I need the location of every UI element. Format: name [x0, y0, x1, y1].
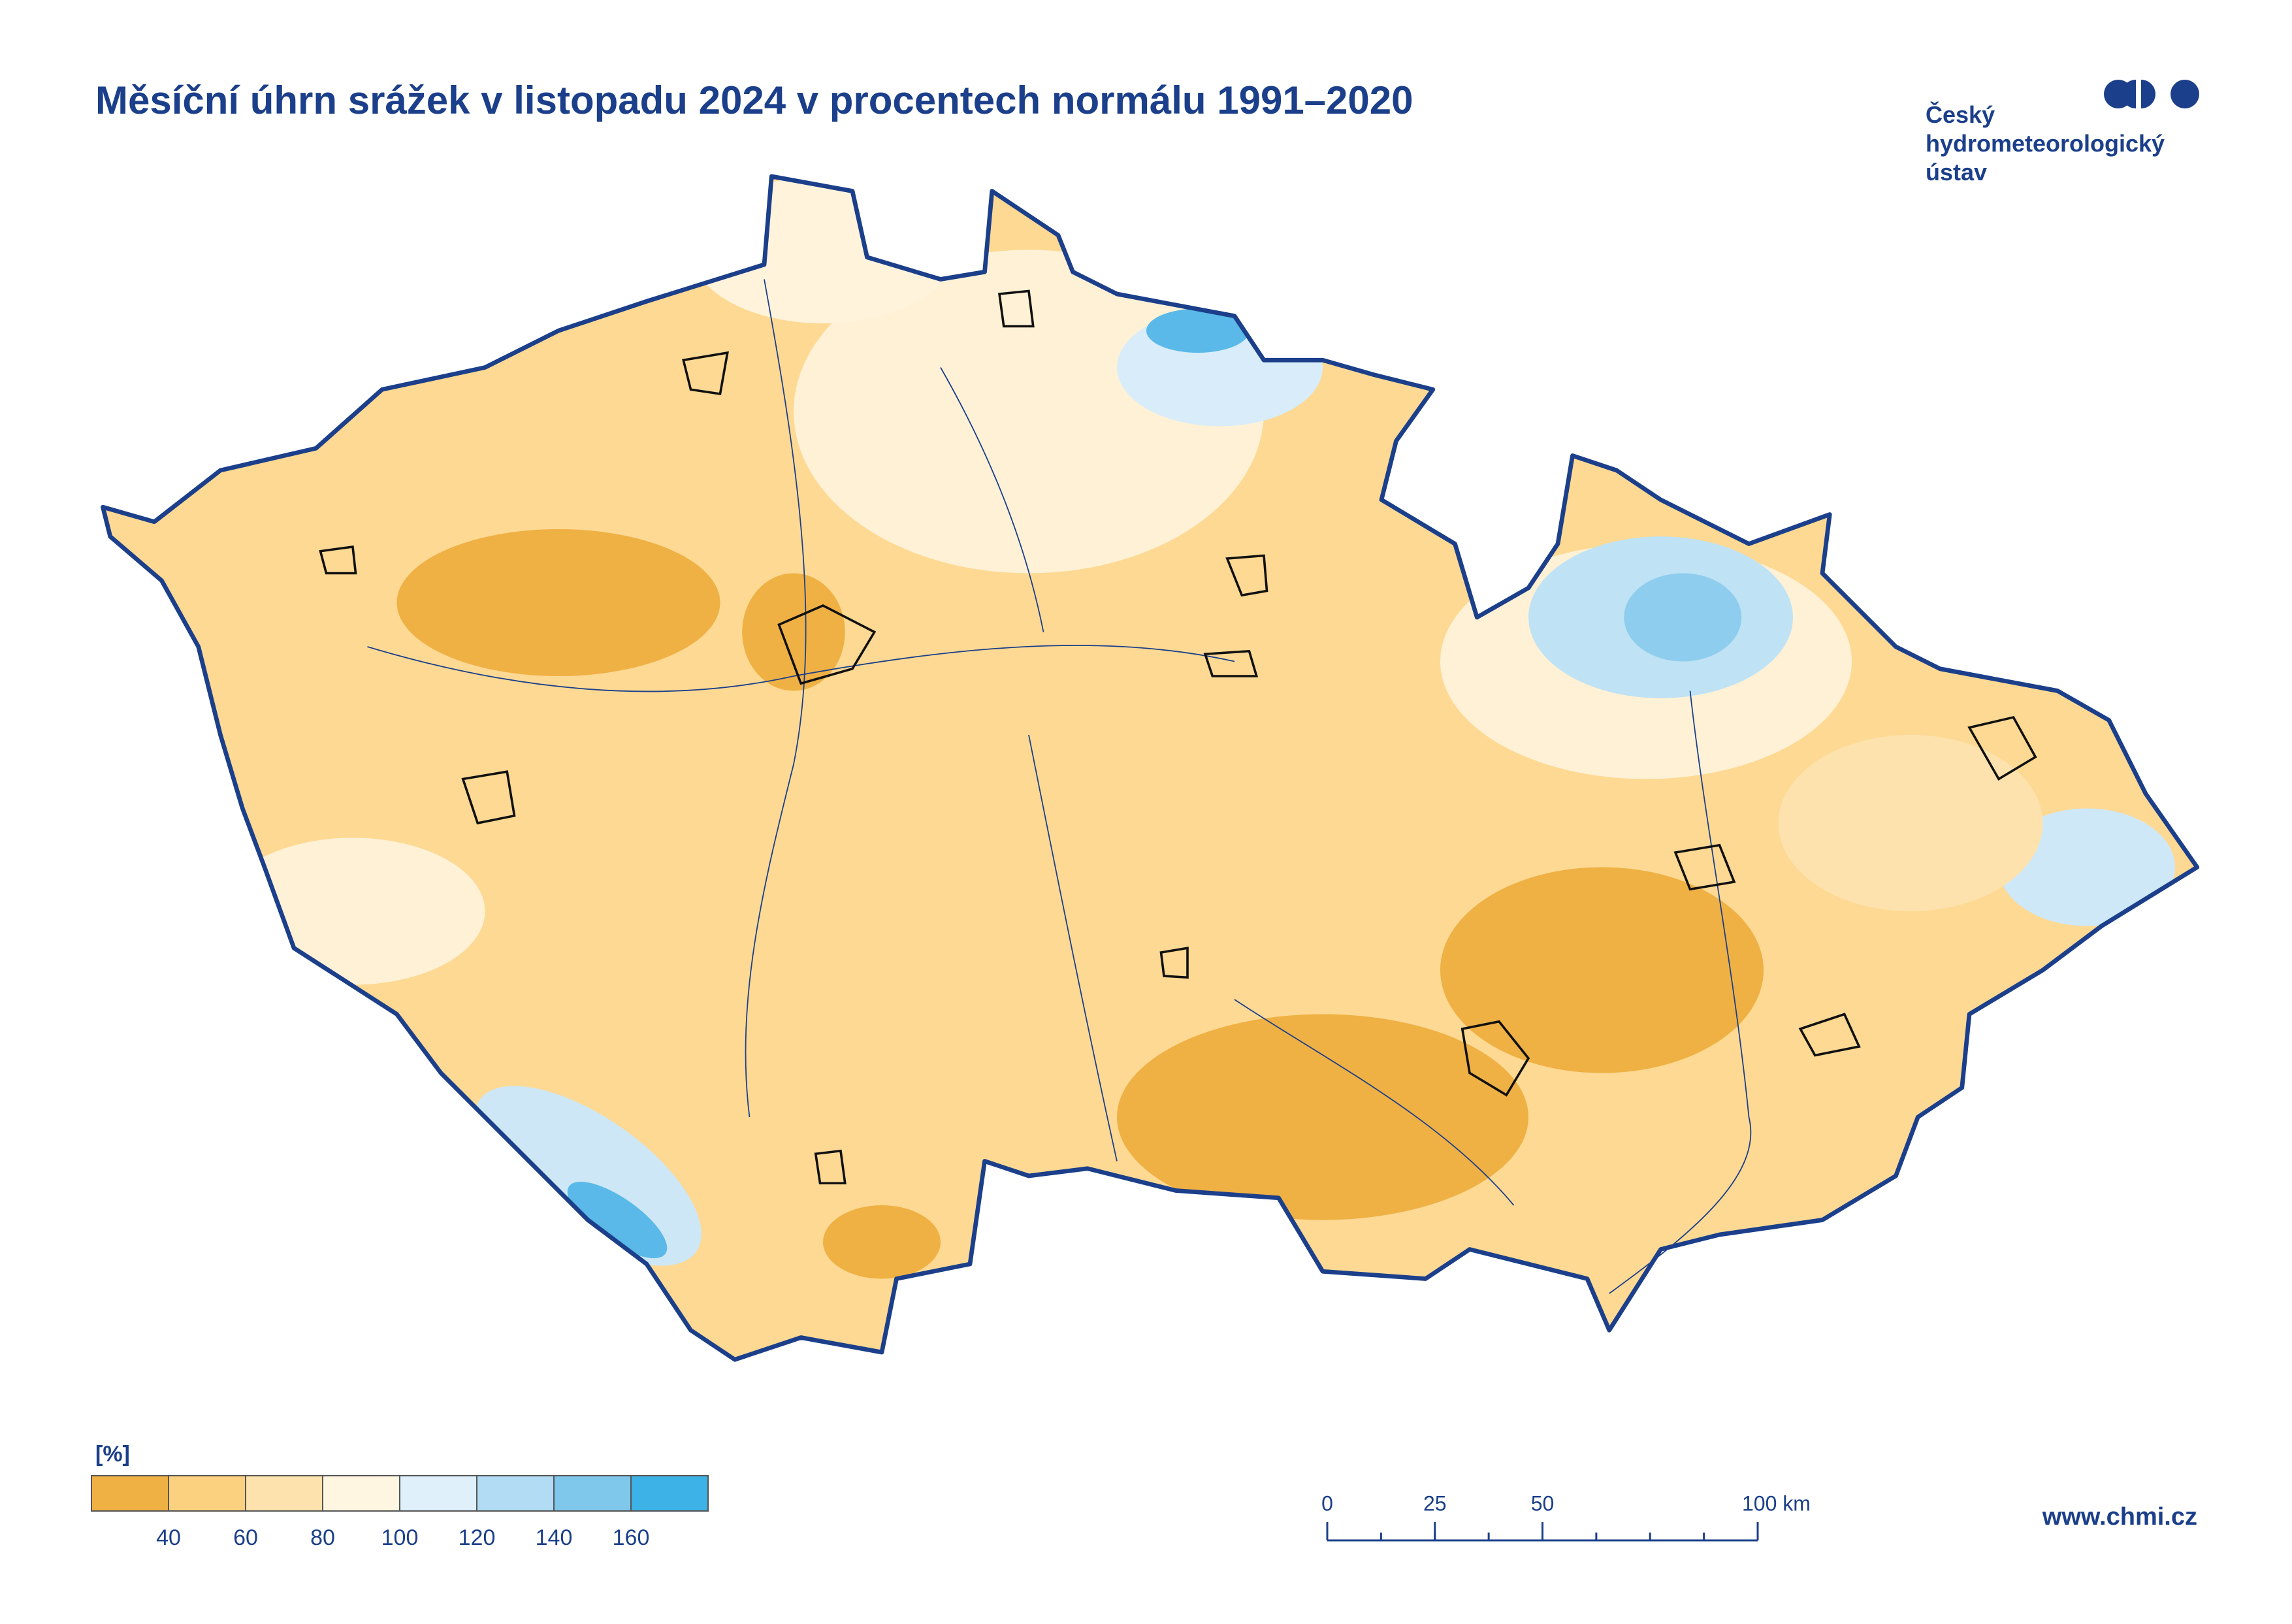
field-zone — [1440, 867, 1764, 1073]
legend-swatch — [322, 1475, 400, 1512]
logo-text: hydrometeorologický — [1926, 130, 2165, 157]
legend-tick-label: 140 — [536, 1525, 573, 1550]
legend-unit: [%] — [95, 1442, 130, 1467]
field-zone — [1999, 808, 2175, 926]
city-outline — [1225, 554, 1268, 597]
river — [793, 645, 1235, 677]
logo-dot — [2171, 80, 2199, 108]
field-zone — [1778, 735, 2043, 911]
legend: [%] 40 60 80 100 120 140 160 — [91, 1442, 709, 1550]
river — [1609, 690, 1752, 1294]
scale-label: 50 — [1531, 1491, 1555, 1515]
url: www.chmi.cz — [2042, 1503, 2197, 1531]
field-zone — [823, 1205, 941, 1279]
city-outline — [1461, 1020, 1530, 1097]
legend-swatch — [168, 1475, 246, 1512]
logo-dot — [2122, 80, 2136, 108]
river — [1028, 734, 1118, 1161]
legend-tick-label: 40 — [156, 1525, 181, 1550]
legend-swatch — [630, 1475, 709, 1512]
field-zone — [690, 176, 956, 323]
city-outline — [1203, 649, 1259, 677]
legend-tick-label: 80 — [310, 1525, 335, 1550]
legend-tick-label: 100 — [381, 1525, 419, 1550]
scale-bar: 0 25 50 100 km — [1321, 1491, 1811, 1542]
river — [745, 279, 807, 1118]
field-zone — [1117, 1014, 1528, 1220]
city-outline — [682, 351, 729, 396]
field-zone — [1146, 308, 1250, 353]
field-zone — [742, 573, 845, 691]
river — [367, 646, 794, 692]
logo-text: ústav — [1926, 159, 1987, 186]
scale-label: 25 — [1423, 1491, 1447, 1515]
field-zone — [1624, 573, 1742, 662]
city-outline — [319, 545, 357, 575]
river — [940, 367, 1044, 632]
cities — [319, 289, 2037, 1185]
city-outline — [1967, 715, 2037, 781]
scale-label: 100 km — [1742, 1491, 1811, 1515]
field-zone — [567, 1181, 668, 1259]
legend-swatch — [553, 1475, 632, 1512]
city-outline — [461, 770, 516, 825]
city-outline — [1159, 947, 1189, 979]
title: Měsíční úhrn srážek v listopadu 2024 v p… — [95, 78, 1413, 122]
rivers — [367, 279, 1752, 1294]
legend-tick-label: 160 — [613, 1525, 650, 1550]
legend-swatch — [476, 1475, 555, 1512]
logo-dot — [2141, 80, 2155, 108]
city-outline — [814, 1149, 847, 1185]
city-outline — [997, 289, 1035, 328]
logo-text: Český — [1926, 101, 1995, 128]
scale-label: 0 — [1321, 1491, 1333, 1515]
logo: Český hydrometeorologický ústav — [1926, 80, 2199, 186]
field-zone — [396, 529, 720, 676]
river — [1234, 999, 1515, 1206]
city-outline — [777, 604, 877, 685]
legend-swatch — [245, 1475, 323, 1512]
legend-swatch — [399, 1475, 477, 1512]
city-outline — [1673, 843, 1736, 891]
legend-tick-label: 120 — [459, 1525, 496, 1550]
legend-tick-label: 60 — [233, 1525, 258, 1550]
legend-swatch — [91, 1475, 169, 1512]
city-outline — [1798, 1013, 1861, 1057]
